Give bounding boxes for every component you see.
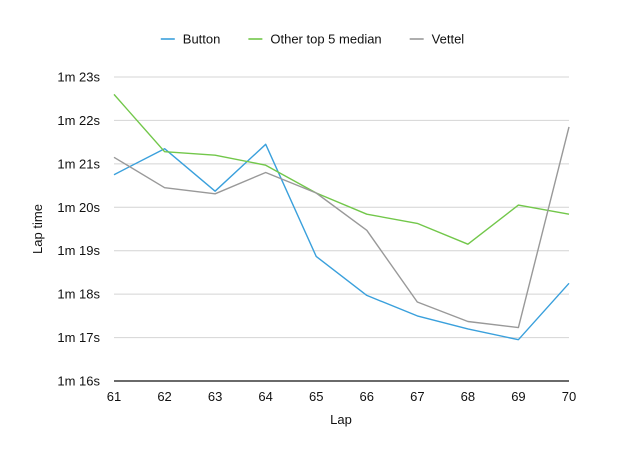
legend-label: Vettel: [432, 32, 465, 47]
legend-item: Button: [160, 32, 221, 47]
x-tick-label: 64: [258, 389, 272, 404]
x-tick-label: 67: [410, 389, 424, 404]
y-tick-labels: 1m 16s 1m 17s 1m 18s 1m 19s 1m 20s 1m 21s 1m 2…: [57, 70, 100, 389]
series-line-other-top-5-median: [113, 93, 570, 245]
y-tick-label: 1m 21s: [57, 156, 100, 171]
x-tick-label: 68: [461, 389, 475, 404]
x-tick-label: 70: [562, 389, 576, 404]
x-tick-labels: 61 62 63 64 65 66 67 68 69 70: [107, 389, 576, 404]
legend-label: Other top 5 median: [270, 32, 381, 47]
x-axis-title: Lap: [330, 412, 352, 427]
y-tick-label: 1m 16s: [57, 374, 100, 389]
legend-label: Button: [183, 32, 221, 47]
y-axis-title: Lap time: [30, 204, 45, 254]
x-tick-label: 63: [208, 389, 222, 404]
legend-item: Other top 5 median: [248, 32, 382, 47]
y-tick-label: 1m 20s: [57, 200, 100, 215]
y-tick-label: 1m 23s: [57, 70, 100, 85]
y-tick-label: 1m 18s: [57, 287, 100, 302]
x-tick-label: 66: [360, 389, 374, 404]
legend-item: Vettel: [409, 32, 465, 47]
series-lines: [113, 93, 570, 341]
y-tick-label: 1m 17s: [57, 330, 100, 345]
x-tick-label: 62: [157, 389, 171, 404]
x-tick-label: 69: [511, 389, 525, 404]
grid-lines: [114, 76, 569, 339]
x-tick-label: 61: [107, 389, 121, 404]
y-tick-label: 1m 19s: [57, 243, 100, 258]
series-line-button: [113, 143, 570, 341]
series-line-vettel: [113, 126, 570, 329]
x-tick-label: 65: [309, 389, 323, 404]
legend: Button Other top 5 median Vettel: [160, 32, 465, 47]
y-tick-label: 1m 22s: [57, 113, 100, 128]
